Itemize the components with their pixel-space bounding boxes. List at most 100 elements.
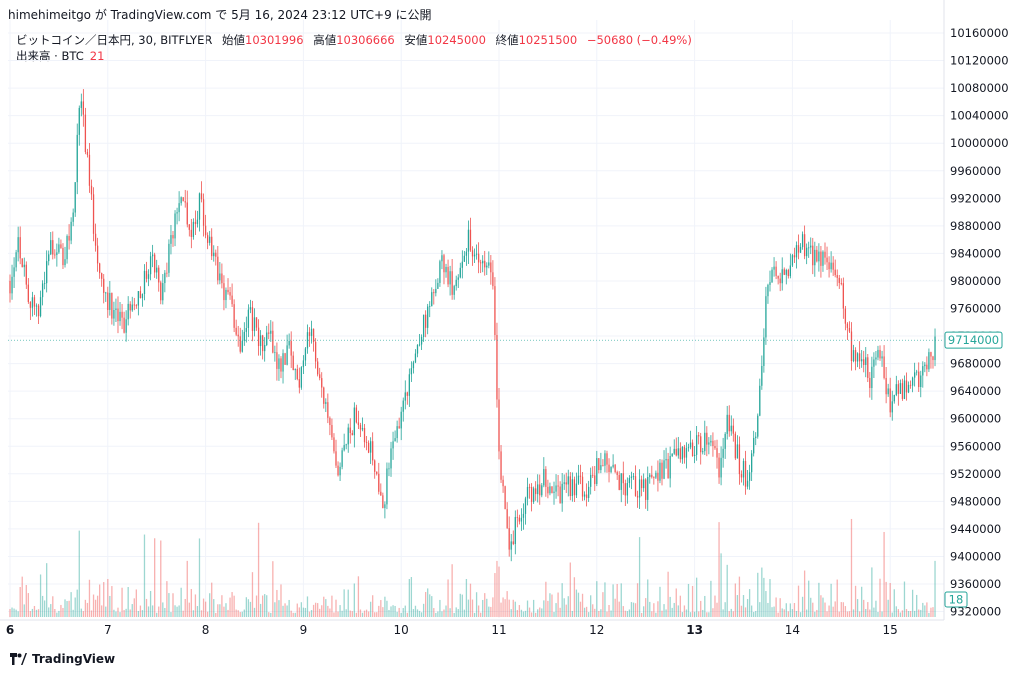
volume-bar (671, 607, 673, 617)
candle-body (854, 350, 857, 362)
candle-body (68, 236, 70, 241)
candle-body (131, 304, 133, 311)
volume-bar (502, 597, 504, 617)
candle-body (757, 415, 759, 437)
candle-body (31, 297, 34, 308)
volume-bar (151, 605, 154, 617)
volume-bar (386, 600, 388, 617)
volume-bar (716, 602, 718, 617)
volume-bar (636, 583, 639, 617)
candle-body (492, 272, 494, 287)
high-label: 高値 (313, 33, 337, 47)
volume-bar (27, 593, 29, 617)
volume-bar (532, 599, 535, 617)
candle-body (657, 472, 659, 481)
volume-bar (194, 594, 197, 617)
candle-body (469, 229, 472, 251)
candle-body (209, 236, 211, 243)
candle-body (105, 292, 107, 294)
candle-body (345, 444, 347, 446)
candle-body (475, 253, 478, 255)
volume-bar (86, 602, 89, 617)
volume-bar (559, 607, 561, 617)
candle-body (748, 472, 751, 481)
candle-body (196, 219, 199, 225)
candle-body (156, 267, 158, 273)
candle-body (11, 276, 13, 294)
open-value: 10301996 (245, 33, 304, 47)
candle-body (889, 388, 891, 413)
volume-label[interactable]: 出来高 · BTC (16, 49, 84, 63)
volume-bar (439, 599, 441, 617)
candle-body (563, 482, 565, 484)
candle-body (380, 491, 382, 496)
volume-bar (76, 589, 78, 617)
volume-bar (911, 589, 914, 617)
candle-body (180, 197, 182, 204)
candle-body (274, 352, 276, 354)
candle-body (365, 442, 368, 443)
volume-bar (329, 608, 331, 617)
candle-body (753, 437, 755, 454)
volume-bar (365, 609, 368, 617)
volume-bar (799, 612, 802, 617)
candle-body (704, 432, 706, 452)
candle-body (541, 485, 543, 496)
volume-bar (573, 577, 576, 617)
volume-bar (286, 605, 288, 617)
candle-body (775, 266, 777, 276)
candle-body (461, 261, 463, 268)
candle-body (19, 237, 21, 259)
candle-body (286, 345, 288, 365)
tradingview-brand[interactable]: TradingView (10, 652, 115, 666)
candle-body (663, 460, 665, 479)
volume-bar (341, 610, 343, 617)
volume-bar (280, 584, 282, 617)
volume-bar (932, 607, 934, 617)
volume-bar (820, 595, 822, 617)
candle-body (54, 254, 56, 256)
candle-body (355, 407, 358, 423)
volume-bar (748, 589, 751, 617)
candle-body (706, 432, 708, 445)
volume-bar (206, 611, 209, 617)
volume-bar (689, 612, 692, 617)
candle-body (765, 296, 767, 338)
candle-body (235, 327, 237, 335)
volume-bar (581, 593, 584, 617)
price-chart[interactable]: 10160000 10120000 10080000 10040000 10000000… (0, 0, 1024, 640)
volume-bar (928, 612, 930, 617)
volume-bar (673, 602, 675, 617)
volume-bar (846, 611, 849, 617)
candle-body (590, 474, 592, 487)
candle-body (716, 448, 718, 458)
volume-bar (48, 607, 50, 617)
candle-body (33, 297, 36, 307)
candle-body (575, 483, 578, 496)
volume-bar (901, 610, 904, 617)
candle-body (101, 273, 103, 279)
candle-body (677, 448, 679, 456)
candle-body (846, 323, 849, 328)
volume-bar (793, 603, 796, 617)
volume-bar (333, 612, 335, 617)
candle-body (789, 265, 792, 277)
volume-bar (239, 612, 241, 617)
volume-bar (484, 593, 486, 617)
volume-bar (384, 596, 386, 617)
volume-bar (262, 595, 264, 617)
candle-body (266, 332, 268, 346)
symbol-label[interactable]: ビットコイン／日本円, 30, BITFLYER (16, 33, 213, 47)
candle-body (170, 235, 172, 244)
candle-body (746, 480, 749, 487)
candle-body (547, 486, 549, 494)
candle-body (659, 462, 661, 481)
volume-bar (46, 563, 48, 617)
candle-body (288, 341, 290, 346)
candle-body (842, 283, 844, 309)
volume-bar (23, 604, 25, 617)
volume-bar (744, 607, 747, 617)
candle-body (649, 474, 651, 478)
volume-bar (139, 605, 142, 617)
candle-body (736, 444, 739, 459)
